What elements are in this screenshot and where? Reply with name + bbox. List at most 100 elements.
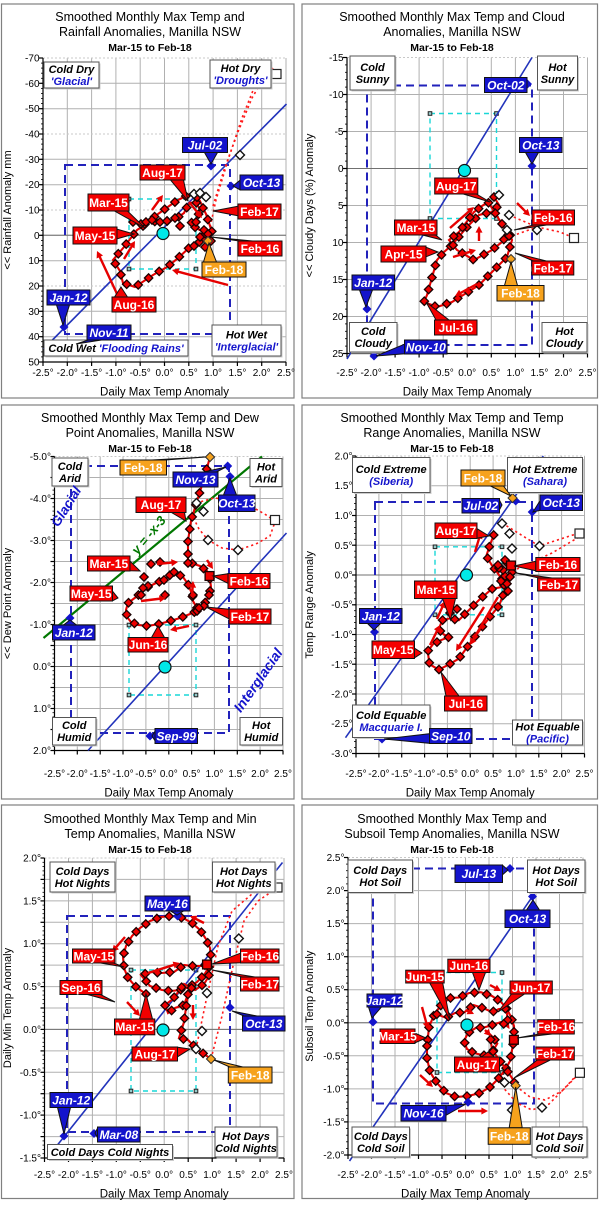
svg-text:0.5°: 0.5° xyxy=(179,1170,197,1181)
svg-text:Jul-02: Jul-02 xyxy=(463,499,498,513)
svg-text:Mar-15: Mar-15 xyxy=(378,1030,417,1044)
svg-text:Arid: Arid xyxy=(254,474,277,486)
svg-text:-3.0°: -3.0° xyxy=(30,536,51,547)
svg-text:Smoothed Monthly Max Temp and: Smoothed Monthly Max Temp and Temp xyxy=(340,411,563,425)
svg-text:-30: -30 xyxy=(25,155,40,166)
svg-text:Nov-10: Nov-10 xyxy=(406,340,446,354)
svg-text:Oct-13: Oct-13 xyxy=(522,138,560,152)
svg-text:-0.5°: -0.5° xyxy=(323,1051,344,1062)
svg-text:Cold Days Cold Nights: Cold Days Cold Nights xyxy=(51,1147,170,1159)
svg-text:1.5°: 1.5° xyxy=(228,769,246,780)
svg-text:2.0°: 2.0° xyxy=(553,769,571,780)
svg-text:-0.5°: -0.5° xyxy=(130,368,151,379)
svg-text:2.5°: 2.5° xyxy=(277,368,295,379)
svg-text:Feb-18: Feb-18 xyxy=(231,1068,270,1082)
svg-text:2.0°: 2.0° xyxy=(327,886,345,897)
svg-text:-1.0°: -1.0° xyxy=(105,368,126,379)
svg-text:Temp Range Anomaly: Temp Range Anomaly xyxy=(304,550,316,658)
svg-text:-0.5°: -0.5° xyxy=(331,600,352,611)
svg-text:1.5°: 1.5° xyxy=(227,1170,245,1181)
svg-text:Aug-17: Aug-17 xyxy=(436,179,477,193)
svg-text:0.0°: 0.0° xyxy=(327,1018,345,1029)
svg-text:-2.0°: -2.0° xyxy=(331,690,352,701)
svg-text:Oct-02: Oct-02 xyxy=(487,78,525,92)
svg-text:2.5°: 2.5° xyxy=(327,853,345,864)
svg-text:Jun-16: Jun-16 xyxy=(450,959,489,973)
svg-text:Humid: Humid xyxy=(57,732,92,744)
svg-text:Sunny: Sunny xyxy=(356,74,390,86)
svg-text:2.5°: 2.5° xyxy=(274,769,292,780)
svg-text:-3.0°: -3.0° xyxy=(331,749,352,760)
svg-text:0: 0 xyxy=(338,164,344,175)
svg-text:Jun-15: Jun-15 xyxy=(406,970,445,984)
svg-text:Daily Max Temp Anomaly: Daily Max Temp Anomaly xyxy=(100,387,229,399)
svg-text:2.0°: 2.0° xyxy=(335,452,353,463)
svg-text:5: 5 xyxy=(338,201,344,212)
svg-text:0.5°: 0.5° xyxy=(327,985,345,996)
svg-text:1.5°: 1.5° xyxy=(327,919,345,930)
svg-text:-40: -40 xyxy=(25,130,40,141)
svg-text:Smoothed Monthly Max Temp and: Smoothed Monthly Max Temp and Cloud xyxy=(339,10,565,24)
svg-text:-0.5°: -0.5° xyxy=(433,368,454,379)
svg-text:Jul-16: Jul-16 xyxy=(448,697,483,711)
svg-text:Cold Days: Cold Days xyxy=(354,1131,408,1143)
svg-text:Mar-15: Mar-15 xyxy=(396,221,435,235)
svg-text:Smoothed Monthly Max Temp and: Smoothed Monthly Max Temp and Dew xyxy=(41,411,260,425)
svg-text:Jun-17: Jun-17 xyxy=(512,981,551,995)
svg-text:-2.5°: -2.5° xyxy=(44,769,65,780)
svg-text:Jun-16: Jun-16 xyxy=(129,638,168,652)
svg-text:Hot: Hot xyxy=(555,326,575,338)
svg-text:Hot Days: Hot Days xyxy=(222,1131,270,1143)
svg-text:(Pacific): (Pacific) xyxy=(526,734,569,746)
svg-text:1.5°: 1.5° xyxy=(335,481,353,492)
svg-text:15: 15 xyxy=(332,275,344,286)
svg-text:May-15: May-15 xyxy=(75,229,116,243)
svg-text:-0.5°: -0.5° xyxy=(135,769,156,780)
svg-text:1.0°: 1.0° xyxy=(23,939,41,950)
svg-text:Jan-12: Jan-12 xyxy=(55,626,93,640)
svg-text:Mar-15 to Feb-18: Mar-15 to Feb-18 xyxy=(108,42,192,54)
svg-text:Feb-18: Feb-18 xyxy=(124,461,163,475)
svg-text:Feb-17: Feb-17 xyxy=(240,977,279,991)
svg-text:Feb-18: Feb-18 xyxy=(464,471,503,485)
svg-text:Cloudy: Cloudy xyxy=(355,338,393,350)
svg-text:Feb-18: Feb-18 xyxy=(205,263,244,277)
svg-text:Cold: Cold xyxy=(360,62,385,74)
svg-text:Smoothed Monthly Max Temp and: Smoothed Monthly Max Temp and Min xyxy=(43,812,256,826)
svg-text:-10: -10 xyxy=(329,90,344,101)
svg-text:-1.0°: -1.0° xyxy=(331,630,352,641)
svg-text:Aug-17: Aug-17 xyxy=(436,524,477,538)
svg-text:-0.5°: -0.5° xyxy=(20,1068,41,1079)
svg-text:2.0°: 2.0° xyxy=(253,368,271,379)
svg-text:Hot Days: Hot Days xyxy=(536,1131,584,1143)
svg-text:Jan-12: Jan-12 xyxy=(362,609,400,623)
svg-text:2.0°: 2.0° xyxy=(23,854,41,865)
svg-text:-1.5°: -1.5° xyxy=(384,1170,405,1181)
svg-text:Oct-13: Oct-13 xyxy=(218,497,256,511)
svg-text:May-16: May-16 xyxy=(147,897,188,911)
svg-text:2.5°: 2.5° xyxy=(574,1170,592,1181)
svg-text:Smoothed Monthly Max Temp and: Smoothed Monthly Max Temp and xyxy=(55,10,245,24)
svg-text:1.0°: 1.0° xyxy=(335,511,353,522)
svg-text:-60: -60 xyxy=(25,79,40,90)
svg-text:Feb-16: Feb-16 xyxy=(537,1020,576,1034)
svg-text:Cold Extreme: Cold Extreme xyxy=(356,464,427,476)
svg-text:-2.5°: -2.5° xyxy=(337,1170,358,1181)
svg-text:Oct-13: Oct-13 xyxy=(543,496,581,510)
svg-text:Daily Max Temp Anomaly: Daily Max Temp Anomaly xyxy=(100,1189,229,1201)
svg-text:Rainfall Anomalies, Manilla NS: Rainfall Anomalies, Manilla NSW xyxy=(59,25,241,39)
svg-text:30: 30 xyxy=(28,307,40,318)
svg-text:<< Cloudy Days (%) Anomaly: << Cloudy Days (%) Anomaly xyxy=(304,133,316,277)
svg-text:Hot: Hot xyxy=(257,462,277,474)
svg-text:20: 20 xyxy=(28,282,40,293)
svg-text:'Interglacial': 'Interglacial' xyxy=(215,342,279,354)
svg-text:1.0°: 1.0° xyxy=(203,1170,221,1181)
svg-text:Daily Min Temp Anomaly: Daily Min Temp Anomaly xyxy=(2,947,14,1068)
svg-text:Feb-17: Feb-17 xyxy=(539,578,578,592)
svg-text:25: 25 xyxy=(332,349,344,360)
svg-text:0.5°: 0.5° xyxy=(23,982,41,993)
svg-text:Cold Wet 'Flooding Rains': Cold Wet 'Flooding Rains' xyxy=(48,343,184,355)
svg-text:-1.0°: -1.0° xyxy=(30,620,51,631)
svg-text:Macquarie I.: Macquarie I. xyxy=(359,722,423,734)
svg-text:Cold: Cold xyxy=(361,326,386,338)
